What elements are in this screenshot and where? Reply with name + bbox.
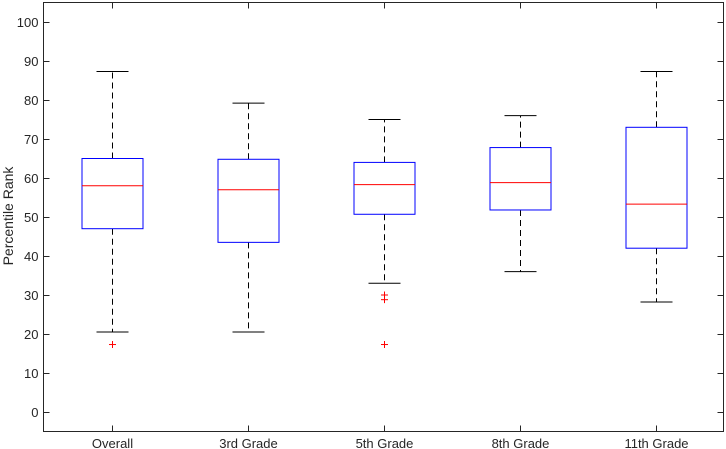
y-tick-label: 0 — [31, 405, 38, 420]
y-tick-label: 70 — [24, 132, 38, 147]
outlier-marker — [381, 341, 388, 349]
y-tick-label: 10 — [24, 366, 38, 381]
box-group — [81, 71, 144, 349]
y-tick-label: 30 — [24, 288, 38, 303]
x-tick-label: 5th Grade — [356, 436, 414, 449]
plot-area-frame — [43, 2, 724, 432]
box-group — [217, 102, 280, 333]
outlier-marker — [109, 341, 116, 349]
x-axis-ticks: Overall 3rd Grade 5th Grade 8th Grade 11th G… — [92, 2, 689, 449]
iqr-box — [625, 126, 688, 249]
iqr-box — [489, 147, 552, 211]
outlier-marker — [381, 296, 388, 304]
box-group — [625, 71, 688, 303]
y-tick-label: 20 — [24, 327, 38, 342]
y-tick-label: 90 — [24, 54, 38, 69]
iqr-box — [81, 158, 144, 230]
y-axis-ticks: 0 10 20 30 40 50 60 70 80 90 100 — [17, 15, 724, 420]
box-series — [81, 71, 688, 349]
y-tick-label: 80 — [24, 93, 38, 108]
iqr-box — [217, 158, 280, 243]
y-tick-label: 50 — [24, 210, 38, 225]
box-group — [489, 115, 552, 273]
y-tick-label: 60 — [24, 171, 38, 186]
y-tick-label: 100 — [17, 15, 39, 30]
x-tick-label: Overall — [92, 436, 133, 449]
iqr-box — [353, 161, 416, 215]
x-tick-label: 11th Grade — [624, 436, 688, 449]
x-tick-label: 3rd Grade — [219, 436, 278, 449]
y-tick-label: 40 — [24, 249, 38, 264]
x-tick-label: 8th Grade — [492, 436, 550, 449]
box-group — [353, 119, 416, 349]
y-axis-label: Percentile Rank — [0, 166, 16, 266]
